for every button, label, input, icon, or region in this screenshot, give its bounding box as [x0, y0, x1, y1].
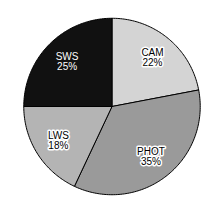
svg-text:PHOT35%: PHOT35% [137, 146, 165, 167]
svg-text:CAM22%: CAM22% [141, 47, 163, 68]
svg-text:LWS18%: LWS18% [48, 130, 69, 151]
svg-text:SWS25%: SWS25% [56, 51, 79, 72]
